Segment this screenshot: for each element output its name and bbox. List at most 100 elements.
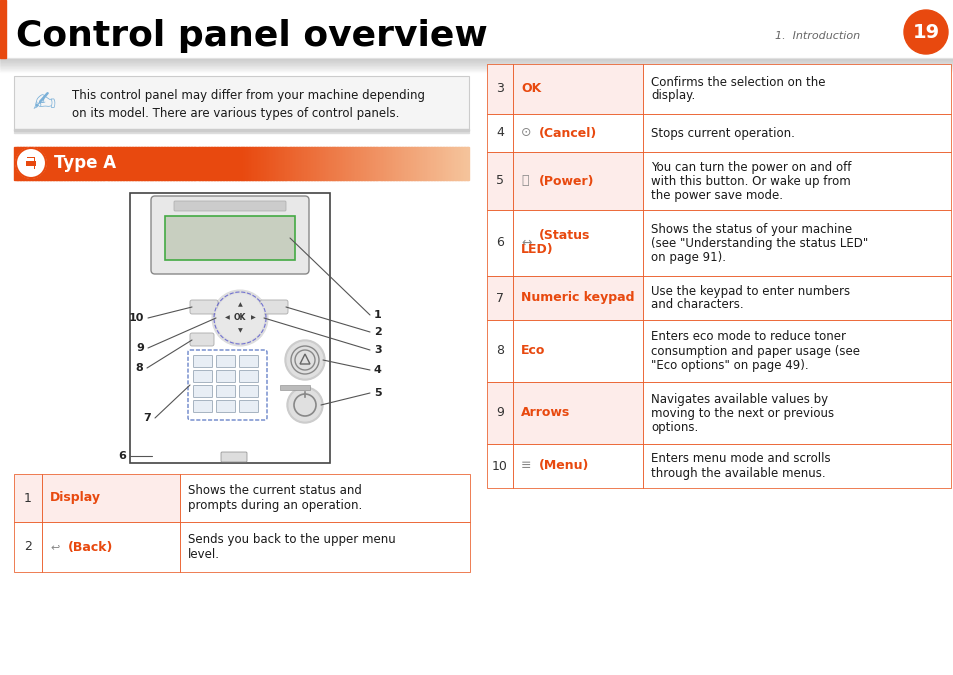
- Bar: [244, 147, 246, 180]
- Text: (Power): (Power): [538, 175, 594, 188]
- Bar: [329, 147, 331, 180]
- Bar: [246, 147, 248, 180]
- Circle shape: [903, 10, 947, 54]
- Text: Sends you back to the upper menu: Sends you back to the upper menu: [188, 533, 395, 547]
- Text: Shows the status of your machine: Shows the status of your machine: [650, 223, 851, 236]
- Bar: [48, 147, 50, 180]
- Bar: [23, 147, 25, 180]
- Bar: [225, 147, 227, 180]
- Bar: [213, 147, 214, 180]
- Bar: [642, 276, 950, 320]
- Text: the power save mode.: the power save mode.: [650, 188, 782, 202]
- FancyBboxPatch shape: [239, 356, 258, 367]
- Bar: [152, 147, 153, 180]
- Bar: [425, 147, 427, 180]
- Bar: [46, 147, 48, 180]
- Text: through the available menus.: through the available menus.: [650, 466, 824, 479]
- Bar: [14, 474, 42, 522]
- Bar: [193, 147, 194, 180]
- Bar: [344, 147, 346, 180]
- Bar: [84, 147, 86, 180]
- FancyBboxPatch shape: [216, 371, 235, 383]
- Bar: [151, 147, 152, 180]
- Bar: [221, 147, 224, 180]
- Bar: [26, 147, 29, 180]
- Bar: [0, 62, 953, 63]
- Bar: [99, 147, 101, 180]
- Bar: [184, 147, 186, 180]
- Bar: [405, 147, 407, 180]
- Text: moving to the next or previous: moving to the next or previous: [650, 406, 833, 419]
- Bar: [395, 147, 396, 180]
- Bar: [100, 147, 102, 180]
- Bar: [114, 147, 116, 180]
- Bar: [486, 114, 513, 152]
- Bar: [226, 147, 228, 180]
- Circle shape: [16, 148, 46, 178]
- Bar: [43, 147, 45, 180]
- Text: 3: 3: [374, 345, 381, 355]
- Bar: [233, 147, 234, 180]
- Bar: [197, 147, 199, 180]
- Text: 3: 3: [496, 82, 503, 95]
- Text: You can turn the power on and off: You can turn the power on and off: [650, 161, 850, 173]
- Bar: [486, 210, 513, 276]
- Bar: [179, 147, 181, 180]
- Bar: [170, 147, 172, 180]
- Bar: [71, 147, 73, 180]
- FancyBboxPatch shape: [216, 400, 235, 412]
- Bar: [358, 147, 360, 180]
- Bar: [123, 147, 125, 180]
- Bar: [202, 147, 204, 180]
- Text: 2: 2: [374, 327, 381, 337]
- Bar: [15, 147, 17, 180]
- FancyBboxPatch shape: [193, 400, 213, 412]
- Bar: [256, 147, 258, 180]
- Bar: [305, 147, 307, 180]
- Bar: [314, 147, 316, 180]
- Bar: [486, 382, 513, 444]
- Circle shape: [212, 290, 268, 346]
- Bar: [262, 147, 265, 180]
- Bar: [299, 147, 301, 180]
- Bar: [287, 147, 289, 180]
- Bar: [0, 67, 953, 68]
- Bar: [148, 147, 150, 180]
- Bar: [376, 147, 378, 180]
- Bar: [465, 147, 468, 180]
- Text: Type A: Type A: [54, 154, 116, 172]
- Bar: [210, 147, 212, 180]
- Bar: [81, 147, 83, 180]
- Text: 6: 6: [496, 236, 503, 250]
- Bar: [141, 147, 143, 180]
- Bar: [417, 147, 419, 180]
- Bar: [126, 147, 128, 180]
- Bar: [426, 147, 428, 180]
- Bar: [408, 147, 410, 180]
- Bar: [169, 147, 171, 180]
- Bar: [211, 147, 213, 180]
- Text: 9: 9: [136, 343, 144, 353]
- Bar: [280, 385, 310, 390]
- Text: ▼: ▼: [237, 329, 242, 333]
- Bar: [18, 147, 21, 180]
- Bar: [228, 147, 230, 180]
- Bar: [0, 64, 953, 65]
- Bar: [35, 147, 37, 180]
- Bar: [30, 147, 32, 180]
- Bar: [457, 147, 460, 180]
- Bar: [51, 147, 54, 180]
- Bar: [323, 147, 325, 180]
- Bar: [310, 147, 312, 180]
- Bar: [259, 147, 261, 180]
- Bar: [135, 147, 137, 180]
- Bar: [28, 157, 34, 161]
- Circle shape: [287, 387, 323, 423]
- Text: OK: OK: [520, 82, 540, 95]
- Bar: [359, 147, 361, 180]
- Bar: [70, 147, 72, 180]
- Bar: [449, 147, 451, 180]
- Bar: [486, 276, 513, 320]
- Text: This control panel may differ from your machine depending: This control panel may differ from your …: [71, 90, 424, 103]
- Bar: [397, 147, 399, 180]
